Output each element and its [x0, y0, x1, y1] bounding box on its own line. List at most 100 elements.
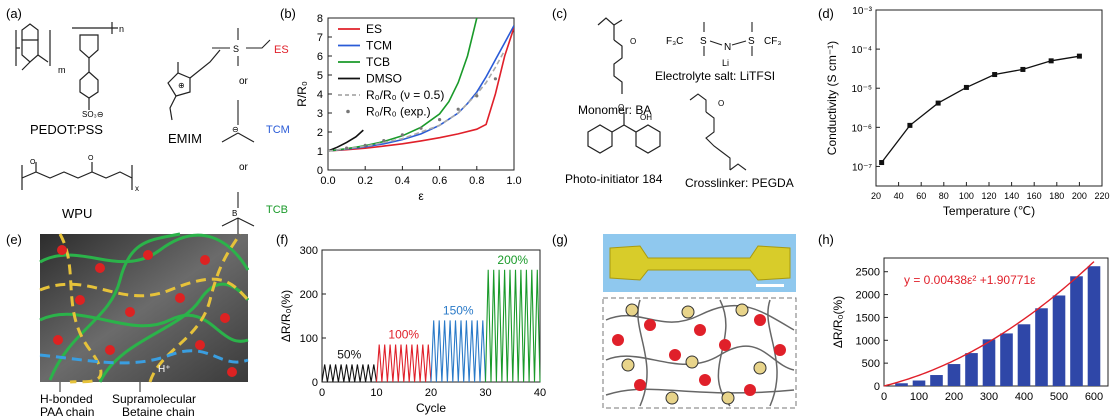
chart-d-point [1020, 66, 1026, 72]
supra-label-line2: Betaine chain [122, 405, 195, 417]
chart-b-legend-label: ES [366, 22, 382, 36]
chart-d-panel-label: (d) [818, 6, 834, 21]
chart-d: (d) 20 40 60 80 100 120 140 160 180 200 220 10⁻³ 10⁻⁴… [818, 6, 1110, 218]
chart-b-series-line [328, 27, 514, 152]
chart-d-xtick-label: 100 [959, 191, 974, 201]
chart-b-xtick-label: 0.8 [469, 175, 484, 187]
anion-tcb-label: TCB [266, 204, 288, 216]
wpu-label: WPU [62, 206, 92, 221]
panel-c-label: (c) [552, 6, 567, 21]
electrolyte-label: Electrolyte salt: LiTFSI [655, 69, 775, 83]
chart-b-ytick-label: 2 [317, 127, 323, 139]
chart-b-legend-label: TCB [366, 55, 390, 69]
chart-d-point [1076, 53, 1082, 59]
chart-b-legend-swatch [346, 109, 350, 114]
chart-d-point [963, 84, 969, 90]
chart-h-xtick-label: 100 [910, 391, 928, 403]
chart-f-cycle-segment [321, 364, 378, 383]
monomer-label: Monomer: BA [578, 103, 651, 117]
chart-b-ytick-label: 5 [317, 70, 323, 82]
chart-b-legend-label: TCM [366, 39, 392, 53]
chart-d-point [935, 100, 941, 106]
chart-d-ytick-label: 10⁻⁷ [852, 162, 872, 173]
scale-bar [756, 284, 784, 287]
chart-d-xtick-label: 180 [1049, 191, 1064, 201]
chart-d-series-line [881, 55, 1080, 163]
chart-d-point [992, 72, 998, 78]
chart-h-xtick-label: 400 [1015, 391, 1033, 403]
panel-g-label: (g) [552, 232, 568, 247]
chart-b-legend-label: DMSO [366, 72, 402, 86]
chart-h-xtick-label: 0 [881, 391, 887, 403]
chart-b-ylabel: R/R₀ [295, 81, 309, 107]
wpu-o-2: O [88, 155, 94, 162]
chart-b-point [345, 146, 349, 150]
chart-b-ytick-label: 6 [317, 51, 323, 63]
chart-f-ytick-label: 300 [300, 245, 318, 257]
panel-g: (g) [552, 232, 797, 409]
proton-markers [53, 245, 237, 377]
chart-d-xtick-label: 220 [1094, 191, 1109, 201]
chart-h-bar [1035, 308, 1048, 386]
chart-h-ytick-label: 2500 [856, 267, 880, 279]
chart-f-ylabel: ΔR/R₀(%) [279, 290, 293, 342]
pegda-o-atom: O [718, 99, 724, 108]
pss-n-subscript: n [119, 24, 124, 34]
dogbone-sample [609, 245, 791, 281]
or-text-2: or [239, 162, 249, 173]
chart-d-point [879, 160, 885, 166]
chart-h-bar [1017, 324, 1031, 386]
chart-b-ytick-label: 7 [317, 32, 323, 44]
emim-plus: ⊕ [178, 81, 185, 90]
s-atom-right: S [748, 36, 755, 47]
tcb-boron: B [232, 209, 237, 218]
chart-h-bar [1070, 276, 1083, 386]
chart-h-bar [895, 383, 908, 386]
callout-lines [59, 382, 141, 392]
pegda-structure [689, 93, 747, 171]
chart-d-ytick-label: 10⁻³ [852, 6, 872, 17]
paa-chains [39, 233, 250, 384]
chart-b-ytick-label: 0 [317, 165, 323, 177]
chart-d-point [1048, 58, 1054, 64]
chart-f-xtick-label: 0 [319, 387, 325, 399]
chart-f-ytick-label: 200 [300, 289, 318, 301]
wpu-o-1: O [30, 159, 36, 166]
betaine-chains [39, 232, 250, 383]
crosslinker-label: Crosslinker: PEGDA [685, 176, 794, 190]
chart-d-frame [875, 9, 1103, 187]
chart-d-ylabel: Conductivity (S cm⁻¹) [825, 41, 839, 155]
chart-h-ytick-label: 0 [874, 381, 880, 393]
chart-d-xtick-label: 40 [894, 191, 904, 201]
photo-initiator-structure [587, 112, 661, 154]
chart-b-point [419, 126, 423, 130]
n-atom: N [724, 42, 731, 53]
chart-d-xtick-label: 120 [981, 191, 996, 201]
chart-h-xtick-label: 500 [1050, 391, 1068, 403]
chart-f-segment-label: 50% [337, 347, 361, 361]
hplus-label: H⁺ [158, 364, 171, 375]
chart-b-point [363, 143, 367, 147]
initiator-oh: OH [640, 113, 652, 122]
chart-d-ytick-label: 10⁻⁵ [851, 84, 872, 95]
chart-h-xtick-label: 200 [945, 391, 963, 403]
chart-b-series-line [328, 49, 506, 152]
ba-monomer-structure [597, 17, 623, 94]
chart-h-ytick-label: 500 [862, 358, 880, 370]
chart-h-ylabel: ΔR/R₀(%) [831, 296, 845, 348]
chart-d-ytick-label: 10⁻⁶ [851, 123, 872, 134]
s-atom-left: S [700, 36, 707, 47]
chart-f-panel-label: (f) [276, 232, 288, 247]
cation-markers [621, 303, 767, 405]
anion-markers [612, 314, 786, 396]
so3-group: SO₃⊖ [82, 110, 104, 119]
chart-b-ytick-label: 4 [317, 89, 323, 101]
panel-a-label: (a) [6, 6, 22, 21]
chart-h-ytick-label: 2000 [856, 290, 880, 302]
chart-h-panel-label: (h) [818, 232, 834, 247]
chart-d-xtick-label: 20 [871, 191, 881, 201]
wpu-x-subscript: x [135, 184, 139, 193]
chart-b-xtick-label: 0.4 [395, 175, 410, 187]
chart-b-ytick-label: 3 [317, 108, 323, 120]
chart-b-point [456, 107, 460, 111]
